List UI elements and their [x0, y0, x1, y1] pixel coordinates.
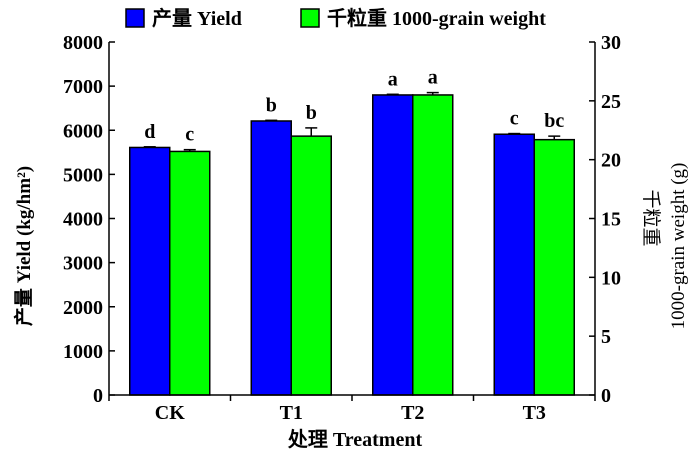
y-tick-label-left: 8000 — [63, 32, 103, 54]
y-tick-label-left: 1000 — [63, 341, 103, 363]
significance-letter: b — [306, 102, 317, 124]
y-tick-label-right: 30 — [601, 32, 621, 54]
y-tick-label-right: 10 — [601, 267, 621, 289]
y-tick-label-right: 25 — [601, 91, 621, 113]
bar-T2-grain-weight — [412, 94, 454, 396]
y-tick-label-left: 0 — [93, 385, 103, 407]
x-tick-label: T1 — [280, 402, 303, 424]
x-tick-label: CK — [155, 402, 185, 424]
legend-label-yield: 产量 Yield — [152, 6, 242, 30]
legend: 产量 Yield 千粒重 1000-grain weight — [125, 6, 546, 30]
legend-label-grain-weight: 千粒重 1000-grain weight — [327, 6, 546, 30]
y-tick-label-left: 2000 — [63, 297, 103, 319]
significance-letter: c — [185, 124, 194, 146]
x-tick-label: T2 — [401, 402, 424, 424]
bar-T3-yield — [493, 133, 535, 396]
y-axis-title-left: 产量 Yield (kg/hm²) — [12, 166, 35, 326]
y-tick-label-right: 20 — [601, 150, 621, 172]
significance-letter: a — [388, 68, 398, 90]
y-tick-label-left: 7000 — [63, 76, 103, 98]
plot-area: d c b b a a c bc 0 1000 2000 3000 4000 5000 6000 7000 80… — [63, 32, 621, 424]
bar-CK-yield — [129, 146, 171, 396]
y-tick-label-left: 6000 — [63, 120, 103, 142]
significance-letter: b — [266, 94, 277, 116]
y-tick-label-right: 0 — [601, 385, 611, 407]
bar-T3-grain-weight — [533, 138, 575, 396]
y-tick-label-left: 3000 — [63, 253, 103, 275]
y-axis-title-right-en: 1000-grain weight (g) — [668, 163, 689, 330]
bar-T1-yield — [250, 120, 292, 396]
x-tick-label: T3 — [523, 402, 546, 424]
y-axis-title-right-cn: 千粒重 — [640, 189, 662, 246]
bar-CK-grain-weight — [169, 150, 211, 396]
legend-swatch-grain-weight — [300, 8, 320, 28]
bar-T2-yield — [372, 94, 414, 396]
significance-letter: bc — [544, 110, 564, 132]
y-tick-label-right: 5 — [601, 326, 611, 348]
significance-letter: a — [428, 67, 438, 89]
y-tick-label-left: 5000 — [63, 164, 103, 186]
bar-T1-grain-weight — [290, 135, 332, 396]
legend-swatch-yield — [125, 8, 145, 28]
significance-letter: c — [510, 108, 519, 130]
x-axis-title: 处理 Treatment — [287, 427, 423, 451]
y-tick-label-right: 15 — [601, 209, 621, 231]
significance-letter: d — [144, 121, 155, 143]
y-tick-label-left: 4000 — [63, 209, 103, 231]
